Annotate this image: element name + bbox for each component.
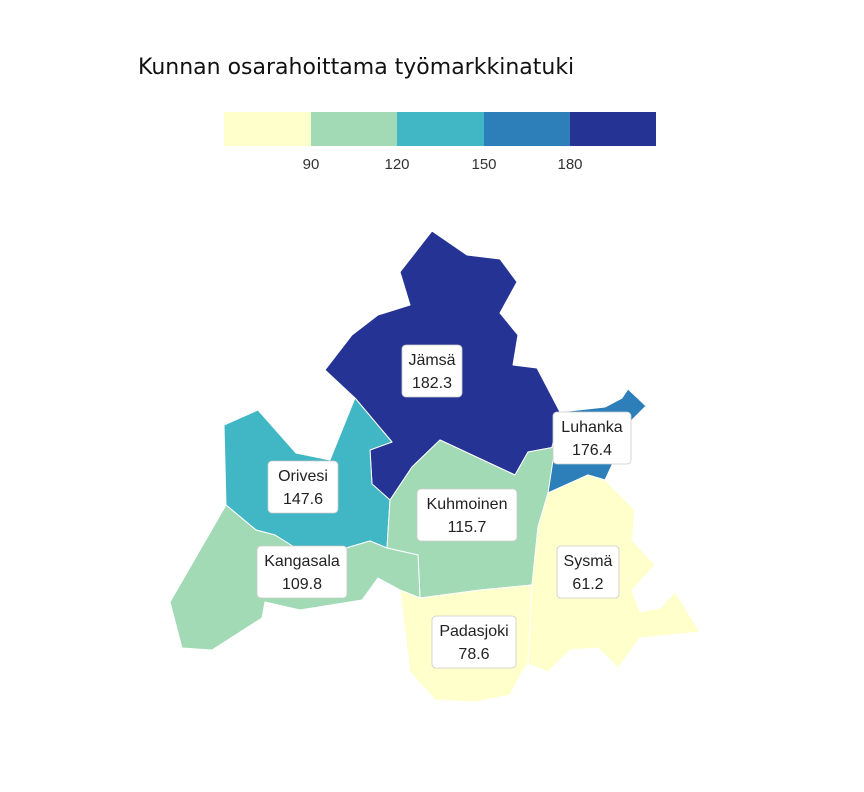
label-kangasala-value: 109.8 xyxy=(282,576,322,593)
label-kuhmoinen: Kuhmoinen 115.7 xyxy=(416,488,518,542)
label-luhanka-value: 176.4 xyxy=(572,442,612,459)
legend-swatch-4 xyxy=(484,112,570,146)
label-kangasala: Kangasala 109.8 xyxy=(256,545,348,599)
label-padasjoki-name: Padasjoki xyxy=(439,623,508,640)
label-sysma: Sysmä 61.2 xyxy=(556,545,620,599)
legend-swatch-5 xyxy=(570,112,656,146)
label-kuhmoinen-value: 115.7 xyxy=(448,519,487,536)
label-orivesi: Orivesi 147.6 xyxy=(267,460,339,514)
label-orivesi-value: 147.6 xyxy=(283,491,323,508)
legend-swatch-2 xyxy=(311,112,397,146)
label-luhanka-name: Luhanka xyxy=(561,419,622,436)
legend-tick-90: 90 xyxy=(303,156,320,173)
legend-swatch-1 xyxy=(224,112,311,146)
legend-tick-180: 180 xyxy=(557,156,582,173)
legend-tick-120: 120 xyxy=(384,156,409,173)
label-sysma-name: Sysmä xyxy=(564,553,613,570)
label-sysma-value: 61.2 xyxy=(572,576,603,593)
label-padasjoki-value: 78.6 xyxy=(458,646,489,663)
label-luhanka: Luhanka 176.4 xyxy=(552,411,632,465)
label-jamsa: Jämsä 182.3 xyxy=(401,344,463,398)
map-title: Kunnan osarahoittama työmarkkinatuki xyxy=(138,55,575,80)
label-jamsa-value: 182.3 xyxy=(412,375,452,392)
label-padasjoki: Padasjoki 78.6 xyxy=(431,615,517,669)
label-kangasala-name: Kangasala xyxy=(264,553,340,570)
color-legend: 90 120 150 180 xyxy=(224,112,656,173)
legend-tick-150: 150 xyxy=(471,156,496,173)
legend-swatch-3 xyxy=(397,112,484,146)
label-orivesi-name: Orivesi xyxy=(278,468,328,485)
label-jamsa-name: Jämsä xyxy=(408,352,455,369)
label-kuhmoinen-name: Kuhmoinen xyxy=(427,496,508,513)
